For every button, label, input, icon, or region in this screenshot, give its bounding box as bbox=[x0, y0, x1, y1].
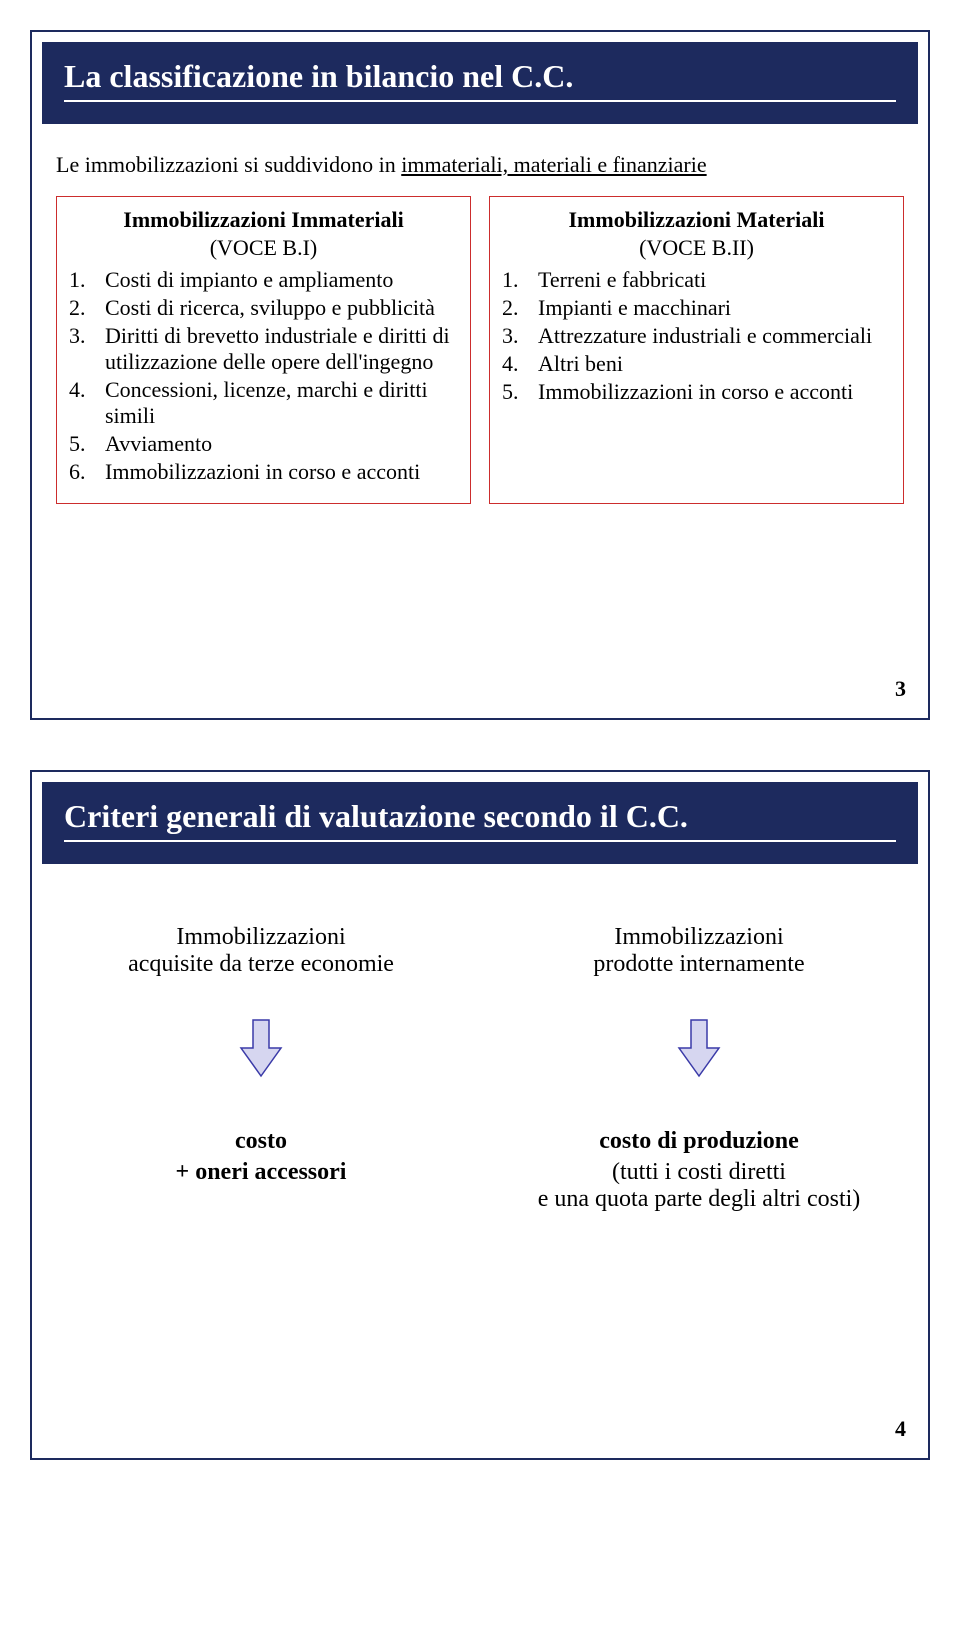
list-item: 1.Terreni e fabbricati bbox=[502, 267, 891, 293]
list-item-number: 6. bbox=[69, 459, 105, 485]
list-item-number: 2. bbox=[502, 295, 538, 321]
list-item-text: Costi di ricerca, sviluppo e pubblicità bbox=[105, 295, 458, 321]
list-item-text: Costi di impianto e ampliamento bbox=[105, 267, 458, 293]
list-item-number: 1. bbox=[502, 267, 538, 293]
right-box-sub: (VOCE B.II) bbox=[502, 235, 891, 261]
slide-1: La classificazione in bilancio nel C.C. … bbox=[30, 30, 930, 720]
page-1: La classificazione in bilancio nel C.C. … bbox=[0, 0, 960, 740]
list-item-text: Terreni e fabbricati bbox=[538, 267, 891, 293]
list-item-number: 3. bbox=[502, 323, 538, 349]
list-item: 4.Altri beni bbox=[502, 351, 891, 377]
slide1-title: La classificazione in bilancio nel C.C. bbox=[64, 56, 896, 96]
slide2-top-row: Immobilizzazioni acquisite da terze econ… bbox=[62, 924, 898, 978]
col-terze: Immobilizzazioni acquisite da terze econ… bbox=[62, 924, 460, 978]
right2-head: Immobilizzazioni bbox=[500, 924, 898, 951]
list-item-text: Avviamento bbox=[105, 431, 458, 457]
slide1-page-num: 3 bbox=[895, 676, 906, 702]
list-item-number: 4. bbox=[502, 351, 538, 377]
list-item-text: Impianti e macchinari bbox=[538, 295, 891, 321]
page-2: Criteri generali di valutazione secondo … bbox=[0, 740, 960, 1480]
list-item-text: Attrezzature industriali e commerciali bbox=[538, 323, 891, 349]
result-left-line1: costo bbox=[62, 1128, 460, 1155]
down-arrow-icon bbox=[677, 1018, 721, 1078]
box-materiali: Immobilizzazioni Materiali (VOCE B.II) 1… bbox=[489, 196, 904, 504]
right2-sub: prodotte internamente bbox=[500, 951, 898, 978]
slide2-result-row: costo + oneri accessori costo di produzi… bbox=[62, 1128, 898, 1213]
left2-head: Immobilizzazioni bbox=[62, 924, 460, 951]
left-box-sub: (VOCE B.I) bbox=[69, 235, 458, 261]
left2-sub: acquisite da terze economie bbox=[62, 951, 460, 978]
list-item: 4.Concessioni, licenze, marchi e diritti… bbox=[69, 377, 458, 429]
list-item-text: Immobilizzazioni in corso e acconti bbox=[105, 459, 458, 485]
list-item-number: 5. bbox=[69, 431, 105, 457]
left-box-head: Immobilizzazioni Immateriali bbox=[69, 207, 458, 233]
slide2-title: Criteri generali di valutazione secondo … bbox=[64, 796, 896, 836]
list-item-text: Altri beni bbox=[538, 351, 891, 377]
result-right: costo di produzione (tutti i costi diret… bbox=[500, 1128, 898, 1213]
slide2-arrow-row bbox=[62, 1008, 898, 1098]
list-item-text: Concessioni, licenze, marchi e diritti s… bbox=[105, 377, 458, 429]
list-item-text: Immobilizzazioni in corso e acconti bbox=[538, 379, 891, 405]
right-list: 1.Terreni e fabbricati2.Impianti e macch… bbox=[502, 267, 891, 405]
slide2-body: Immobilizzazioni acquisite da terze econ… bbox=[32, 864, 928, 1283]
intro-prefix: Le immobilizzazioni si suddividono in bbox=[56, 152, 401, 177]
down-arrow-icon bbox=[239, 1018, 283, 1078]
result-right-line2: e una quota parte degli altri costi) bbox=[500, 1186, 898, 1213]
title-bar-1: La classificazione in bilancio nel C.C. bbox=[42, 42, 918, 124]
intro-underlined: immateriali, materiali e finanziarie bbox=[401, 152, 706, 177]
list-item-number: 4. bbox=[69, 377, 105, 403]
result-right-head: costo di produzione bbox=[500, 1128, 898, 1155]
list-item-number: 5. bbox=[502, 379, 538, 405]
box-immateriali: Immobilizzazioni Immateriali (VOCE B.I) … bbox=[56, 196, 471, 504]
result-left-line2: + oneri accessori bbox=[62, 1159, 460, 1186]
list-item: 2.Costi di ricerca, sviluppo e pubblicit… bbox=[69, 295, 458, 321]
list-item-text: Diritti di brevetto industriale e diritt… bbox=[105, 323, 458, 375]
col-interne: Immobilizzazioni prodotte internamente bbox=[500, 924, 898, 978]
slide1-body: Le immobilizzazioni si suddividono in im… bbox=[32, 124, 928, 544]
slide1-columns: Immobilizzazioni Immateriali (VOCE B.I) … bbox=[56, 196, 904, 504]
arrow-right-wrap bbox=[500, 1008, 898, 1098]
list-item: 1.Costi di impianto e ampliamento bbox=[69, 267, 458, 293]
list-item: 3.Diritti di brevetto industriale e diri… bbox=[69, 323, 458, 375]
slide-2: Criteri generali di valutazione secondo … bbox=[30, 770, 930, 1460]
left-list: 1.Costi di impianto e ampliamento2.Costi… bbox=[69, 267, 458, 485]
result-right-line1: (tutti i costi diretti bbox=[500, 1159, 898, 1186]
list-item: 2.Impianti e macchinari bbox=[502, 295, 891, 321]
slide1-intro: Le immobilizzazioni si suddividono in im… bbox=[56, 152, 904, 178]
list-item: 3.Attrezzature industriali e commerciali bbox=[502, 323, 891, 349]
list-item: 6.Immobilizzazioni in corso e acconti bbox=[69, 459, 458, 485]
slide2-page-num: 4 bbox=[895, 1416, 906, 1442]
list-item: 5.Avviamento bbox=[69, 431, 458, 457]
list-item: 5.Immobilizzazioni in corso e acconti bbox=[502, 379, 891, 405]
list-item-number: 3. bbox=[69, 323, 105, 349]
title-bar-2: Criteri generali di valutazione secondo … bbox=[42, 782, 918, 864]
right-box-head: Immobilizzazioni Materiali bbox=[502, 207, 891, 233]
result-left: costo + oneri accessori bbox=[62, 1128, 460, 1213]
list-item-number: 2. bbox=[69, 295, 105, 321]
list-item-number: 1. bbox=[69, 267, 105, 293]
arrow-left-wrap bbox=[62, 1008, 460, 1098]
